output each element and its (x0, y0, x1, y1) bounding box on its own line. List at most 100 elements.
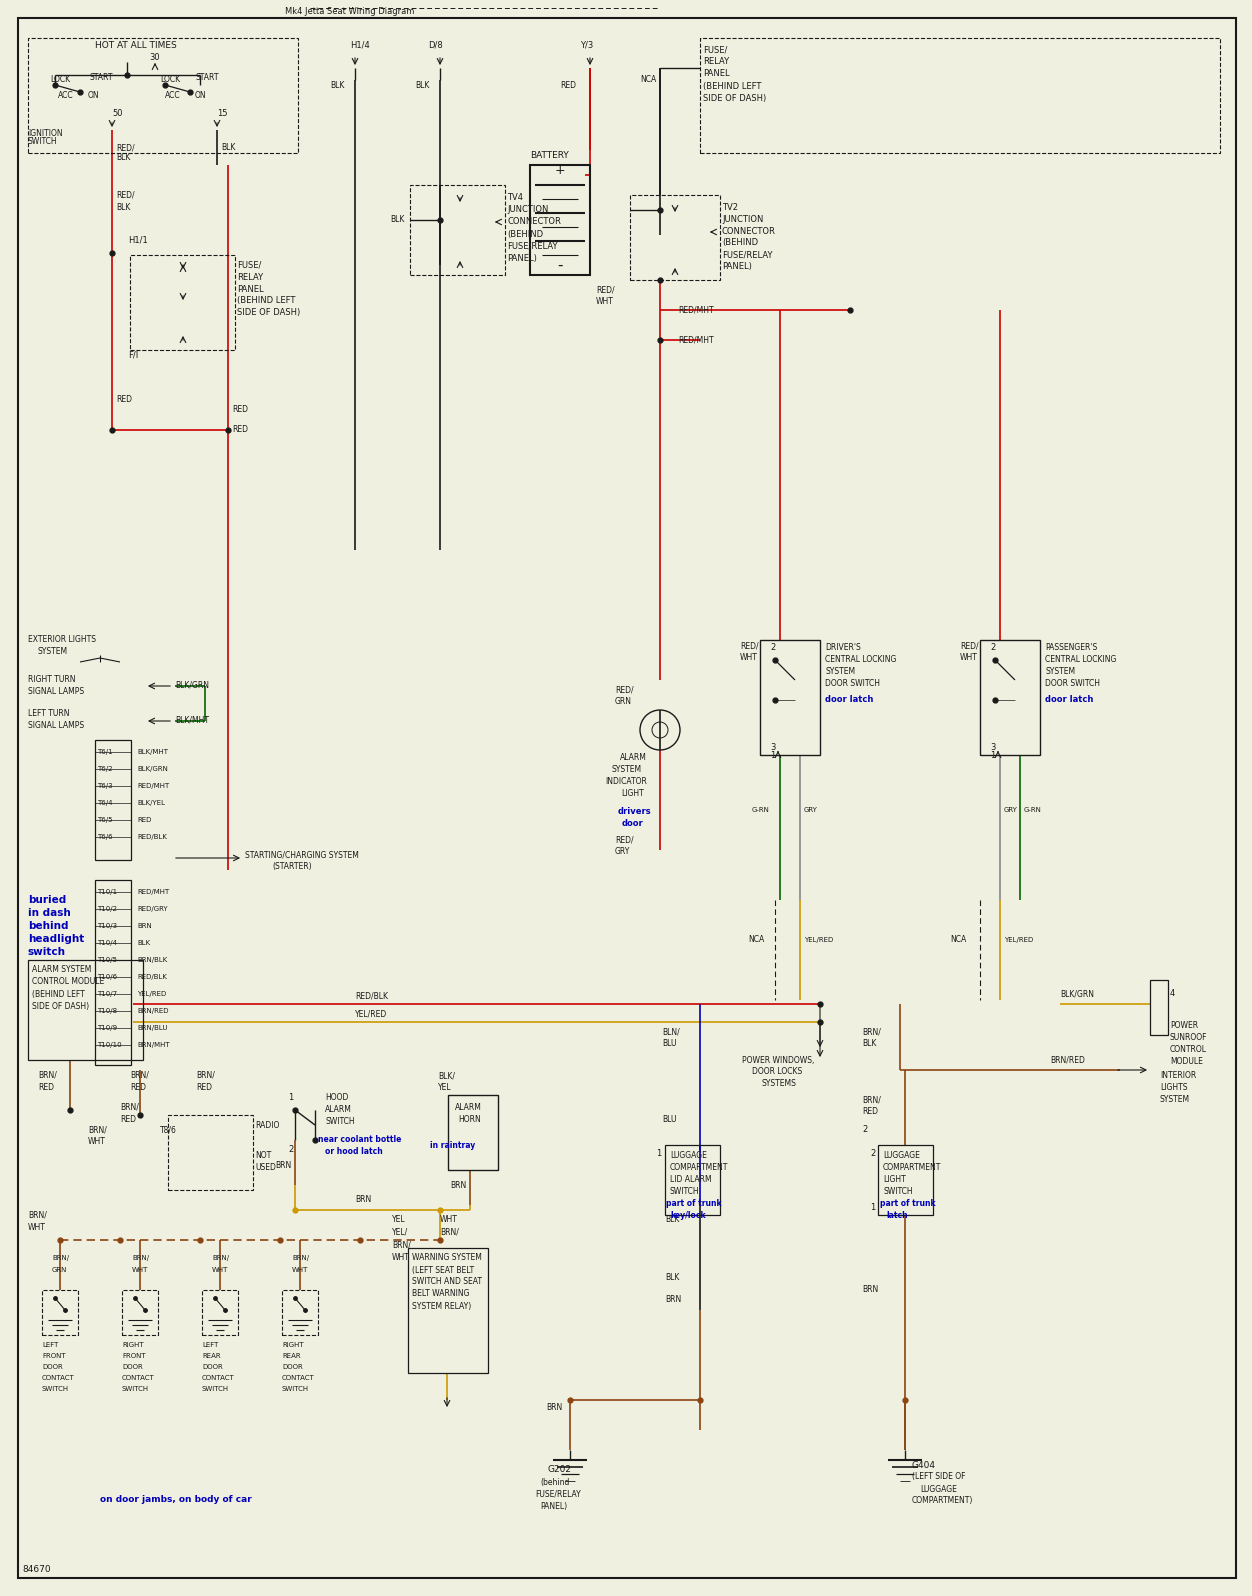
Text: 3: 3 (770, 744, 775, 752)
Text: USED: USED (255, 1162, 275, 1171)
Text: DOOR: DOOR (282, 1365, 303, 1369)
Text: SYSTEM: SYSTEM (38, 648, 68, 656)
Text: BLK/: BLK/ (438, 1071, 454, 1080)
Text: RED: RED (130, 1082, 146, 1092)
Text: or hood latch: or hood latch (326, 1148, 383, 1157)
Text: G404: G404 (911, 1460, 936, 1470)
Text: PANEL: PANEL (237, 284, 264, 294)
Text: SWITCH AND SEAT: SWITCH AND SEAT (412, 1277, 482, 1286)
Text: G-RN: G-RN (1024, 808, 1042, 812)
Text: HORN: HORN (458, 1116, 481, 1125)
Text: BRN/: BRN/ (53, 1254, 69, 1261)
Text: SYSTEM: SYSTEM (612, 766, 642, 774)
Text: DOOR LOCKS: DOOR LOCKS (752, 1068, 803, 1076)
Bar (665, 1144, 720, 1215)
Text: RIGHT: RIGHT (121, 1342, 144, 1349)
Text: BLK: BLK (391, 215, 404, 225)
Text: RED: RED (38, 1082, 54, 1092)
Text: START: START (90, 72, 114, 81)
Text: SIDE OF DASH): SIDE OF DASH) (704, 94, 766, 102)
Text: BRN/BLK: BRN/BLK (136, 958, 168, 962)
Text: RIGHT: RIGHT (282, 1342, 304, 1349)
Text: FRONT: FRONT (121, 1353, 145, 1360)
Text: BLK: BLK (861, 1039, 876, 1049)
Text: IGNITION: IGNITION (28, 129, 63, 137)
Text: LID ALARM: LID ALARM (670, 1175, 711, 1184)
Text: H1/1: H1/1 (128, 236, 148, 244)
Text: RED/MHT: RED/MHT (136, 889, 169, 895)
Text: RED/MHT: RED/MHT (679, 305, 714, 314)
Text: PASSENGER'S: PASSENGER'S (1045, 643, 1097, 653)
Text: drivers: drivers (618, 808, 651, 817)
Text: WHT: WHT (740, 653, 757, 662)
Text: BRN/: BRN/ (88, 1125, 106, 1135)
Text: ACC: ACC (165, 91, 180, 99)
Bar (130, 255, 235, 350)
Text: ACC: ACC (58, 91, 74, 99)
Text: DOOR: DOOR (43, 1365, 63, 1369)
Bar (95, 741, 131, 860)
Text: BRN: BRN (546, 1403, 562, 1412)
Text: RED: RED (197, 1082, 212, 1092)
Text: GRY: GRY (804, 808, 818, 812)
Bar (700, 38, 1219, 153)
Text: COMPARTMENT: COMPARTMENT (670, 1162, 729, 1171)
Text: LUGGAGE: LUGGAGE (670, 1151, 707, 1160)
Text: YEL/: YEL/ (392, 1227, 408, 1237)
Text: DOOR SWITCH: DOOR SWITCH (825, 680, 880, 688)
Text: RED/: RED/ (116, 144, 135, 153)
Text: FUSE/: FUSE/ (704, 46, 727, 54)
Text: GRN: GRN (53, 1267, 68, 1274)
Text: SWITCH: SWITCH (326, 1117, 354, 1125)
Text: SYSTEM: SYSTEM (825, 667, 855, 677)
Text: 2: 2 (770, 643, 775, 653)
Text: T10/2: T10/2 (96, 907, 116, 911)
Text: 1: 1 (656, 1149, 661, 1157)
Text: SWITCH: SWITCH (28, 137, 58, 147)
Text: LEFT: LEFT (202, 1342, 218, 1349)
Text: RED: RED (120, 1114, 136, 1124)
Text: in raintray: in raintray (429, 1141, 476, 1149)
Bar (630, 195, 720, 279)
Text: RED/BLK: RED/BLK (136, 974, 167, 980)
Text: CONNECTOR: CONNECTOR (507, 217, 561, 227)
Text: T6/3: T6/3 (96, 784, 113, 788)
Text: T10/5: T10/5 (96, 958, 116, 962)
Text: GRY: GRY (615, 847, 630, 857)
Text: T10/8: T10/8 (96, 1009, 118, 1013)
Text: D/8: D/8 (428, 40, 443, 49)
Text: WHT: WHT (131, 1267, 149, 1274)
Text: 1: 1 (288, 1093, 293, 1101)
Text: LEFT: LEFT (43, 1342, 59, 1349)
Text: T10/9: T10/9 (96, 1025, 118, 1031)
Text: BRN: BRN (275, 1160, 292, 1170)
Text: LIGHTS: LIGHTS (1161, 1082, 1187, 1092)
Text: WHT: WHT (596, 297, 613, 306)
Text: FUSE/RELAY: FUSE/RELAY (535, 1489, 581, 1499)
Text: HOT AT ALL TIMES: HOT AT ALL TIMES (95, 40, 177, 49)
Text: BRN/RED: BRN/RED (136, 1009, 169, 1013)
Text: BLK: BLK (222, 144, 235, 153)
Text: WHT: WHT (439, 1216, 458, 1224)
Text: JUNCTION: JUNCTION (722, 214, 764, 223)
Text: SWITCH: SWITCH (883, 1186, 913, 1195)
Text: BLK: BLK (331, 80, 344, 89)
Text: TV4: TV4 (507, 193, 523, 203)
Text: CONTROL MODULE: CONTROL MODULE (33, 977, 104, 986)
Text: INTERIOR: INTERIOR (1161, 1071, 1196, 1079)
Bar (121, 1290, 158, 1334)
Text: BRN/: BRN/ (131, 1254, 149, 1261)
Text: GRN: GRN (615, 697, 632, 707)
Text: T10/4: T10/4 (96, 940, 116, 946)
Text: latch: latch (886, 1210, 908, 1219)
Text: in dash: in dash (28, 908, 71, 918)
Text: 1: 1 (770, 752, 775, 761)
Text: BRN/MHT: BRN/MHT (136, 1042, 169, 1049)
Text: LUGGAGE: LUGGAGE (920, 1484, 957, 1494)
Text: T6/4: T6/4 (96, 800, 113, 806)
Text: (LEFT SEAT BELT: (LEFT SEAT BELT (412, 1266, 475, 1275)
Text: BLN/: BLN/ (662, 1028, 680, 1036)
Text: BLK: BLK (665, 1274, 680, 1283)
Text: (BEHIND LEFT: (BEHIND LEFT (704, 81, 761, 91)
Text: key/lock: key/lock (670, 1210, 706, 1219)
